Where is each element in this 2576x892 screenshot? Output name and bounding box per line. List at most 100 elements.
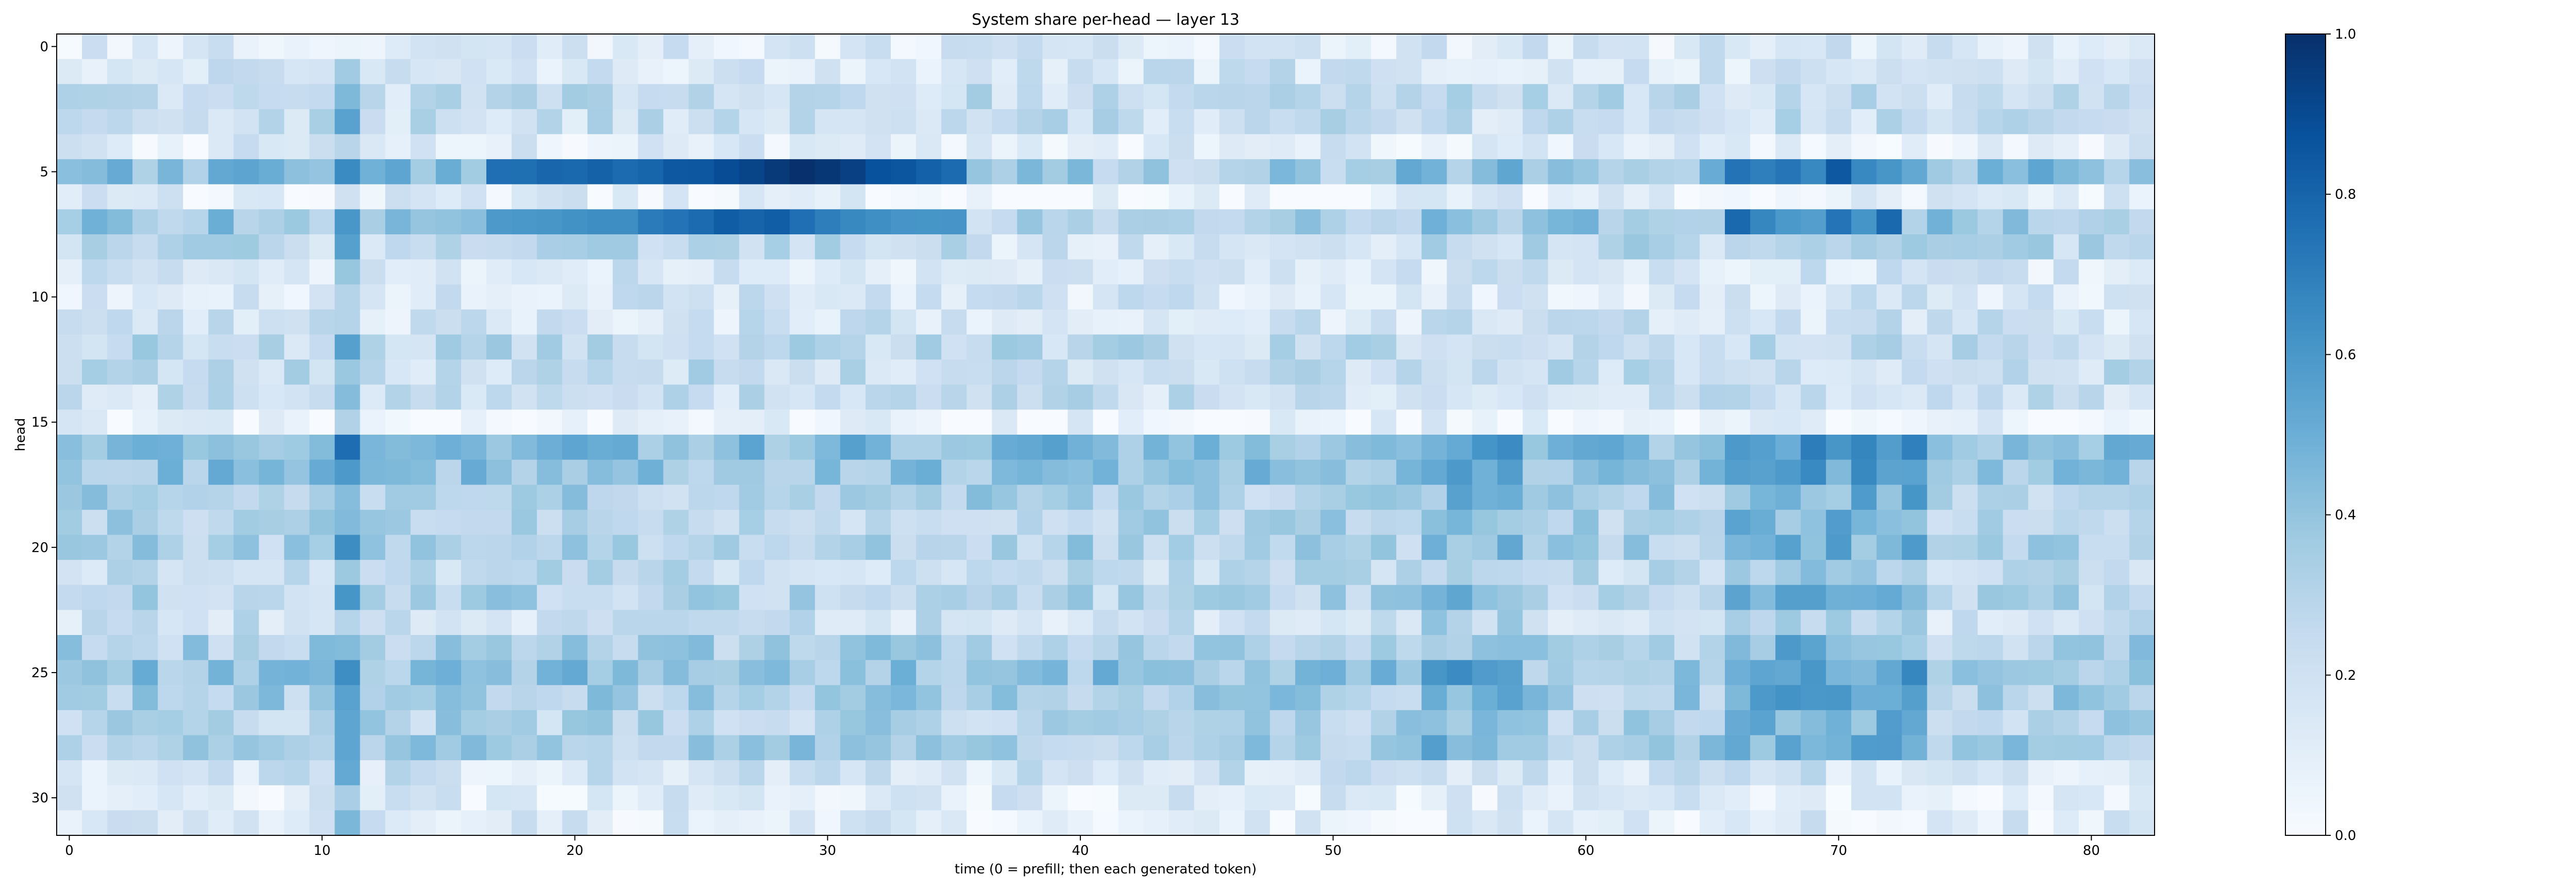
heatmap-cell bbox=[1497, 334, 1523, 360]
heatmap-cell bbox=[334, 184, 361, 210]
heatmap-cell bbox=[435, 134, 462, 160]
heatmap-cell bbox=[1623, 459, 1650, 485]
heatmap-cell bbox=[1472, 735, 1498, 761]
heatmap-cell bbox=[57, 284, 82, 310]
heatmap-cell bbox=[512, 34, 537, 60]
heatmap-cell bbox=[840, 760, 866, 786]
heatmap-cell bbox=[1194, 59, 1220, 84]
heatmap-cell bbox=[1801, 359, 1826, 385]
heatmap-cell bbox=[1649, 710, 1675, 736]
heatmap-cell bbox=[107, 134, 133, 160]
heatmap-cell bbox=[815, 735, 841, 761]
heatmap-cell bbox=[208, 560, 234, 586]
heatmap-cell bbox=[334, 685, 361, 711]
heatmap-cell bbox=[1472, 209, 1498, 235]
heatmap-cell bbox=[435, 34, 462, 60]
heatmap-cell bbox=[2078, 359, 2105, 385]
heatmap-cell bbox=[1472, 560, 1498, 586]
heatmap-cell bbox=[1598, 209, 1624, 235]
heatmap-cell bbox=[1573, 509, 1599, 536]
heatmap-cell bbox=[562, 635, 588, 661]
heatmap-cell bbox=[2104, 810, 2130, 836]
heatmap-cell bbox=[613, 384, 638, 410]
heatmap-cell bbox=[2129, 560, 2155, 586]
heatmap-cell bbox=[461, 685, 487, 711]
heatmap-cell bbox=[1801, 84, 1826, 110]
heatmap-cell bbox=[992, 409, 1018, 435]
heatmap-cell bbox=[815, 535, 841, 560]
heatmap-cell bbox=[309, 84, 335, 110]
heatmap-cell bbox=[1472, 610, 1498, 636]
heatmap-cell bbox=[1724, 459, 1751, 485]
heatmap-cell bbox=[1548, 59, 1574, 84]
heatmap-cell bbox=[2129, 685, 2155, 711]
heatmap-cell bbox=[461, 610, 487, 636]
heatmap-cell bbox=[132, 710, 158, 736]
heatmap-cell bbox=[587, 585, 613, 610]
heatmap-cell bbox=[1017, 760, 1043, 786]
heatmap-cell bbox=[764, 810, 790, 836]
heatmap-cell bbox=[967, 384, 992, 410]
heatmap-cell bbox=[1371, 685, 1397, 711]
heatmap-cell bbox=[1598, 760, 1624, 786]
heatmap-cell bbox=[1902, 109, 1928, 135]
heatmap-cell bbox=[638, 660, 664, 685]
heatmap-cell bbox=[1421, 159, 1447, 185]
heatmap-cell bbox=[815, 359, 841, 385]
heatmap-cell bbox=[1067, 635, 1094, 661]
heatmap-cell bbox=[992, 585, 1018, 610]
heatmap-cell bbox=[1623, 84, 1650, 110]
heatmap-cell bbox=[1346, 635, 1371, 661]
heatmap-cell bbox=[1699, 209, 1725, 235]
heatmap-cell bbox=[1826, 184, 1852, 210]
heatmap-cell bbox=[1118, 334, 1144, 360]
heatmap-cell bbox=[1699, 159, 1725, 185]
heatmap-cell bbox=[1320, 610, 1346, 636]
heatmap-cell bbox=[158, 134, 183, 160]
heatmap-cell bbox=[1396, 459, 1422, 485]
heatmap-cell bbox=[764, 785, 790, 811]
heatmap-cell bbox=[1775, 84, 1801, 110]
heatmap-cell bbox=[259, 234, 285, 260]
heatmap-cell bbox=[385, 509, 411, 536]
heatmap-cell bbox=[967, 409, 992, 435]
heatmap-cell bbox=[435, 485, 462, 510]
heatmap-cell bbox=[1522, 359, 1549, 385]
heatmap-cell bbox=[1876, 359, 1902, 385]
heatmap-cell bbox=[233, 34, 260, 60]
heatmap-cell bbox=[789, 685, 816, 711]
heatmap-cell bbox=[57, 485, 82, 510]
heatmap-cell bbox=[815, 810, 841, 836]
heatmap-cell bbox=[1674, 535, 1700, 560]
heatmap-cell bbox=[461, 409, 487, 435]
heatmap-cell bbox=[360, 159, 386, 185]
heatmap-cell bbox=[1421, 409, 1447, 435]
heatmap-cell bbox=[512, 535, 537, 560]
heatmap-cell bbox=[1067, 735, 1094, 761]
heatmap-cell bbox=[1168, 109, 1195, 135]
heatmap-cell bbox=[2003, 59, 2029, 84]
heatmap-cell bbox=[1623, 710, 1650, 736]
heatmap-cell bbox=[2053, 184, 2079, 210]
heatmap-cell bbox=[890, 334, 917, 360]
heatmap-cell bbox=[1902, 259, 1928, 285]
heatmap-cell bbox=[1093, 535, 1119, 560]
heatmap-cell bbox=[57, 710, 82, 736]
heatmap-cell bbox=[82, 134, 108, 160]
heatmap-cell bbox=[1447, 435, 1472, 460]
heatmap-cell bbox=[2104, 560, 2130, 586]
heatmap-cell bbox=[613, 109, 638, 135]
heatmap-cell bbox=[82, 435, 108, 460]
heatmap-cell bbox=[1851, 109, 1877, 135]
heatmap-cell bbox=[1472, 259, 1498, 285]
heatmap-cell bbox=[435, 234, 462, 260]
heatmap-cell bbox=[815, 635, 841, 661]
heatmap-cell bbox=[714, 785, 740, 811]
heatmap-cell bbox=[1042, 785, 1069, 811]
heatmap-cell bbox=[916, 810, 942, 836]
heatmap-cell bbox=[410, 685, 436, 711]
heatmap-cell bbox=[1295, 209, 1321, 235]
heatmap-cell bbox=[1952, 710, 1978, 736]
heatmap-cell bbox=[1194, 760, 1220, 786]
heatmap-cell bbox=[2003, 660, 2029, 685]
